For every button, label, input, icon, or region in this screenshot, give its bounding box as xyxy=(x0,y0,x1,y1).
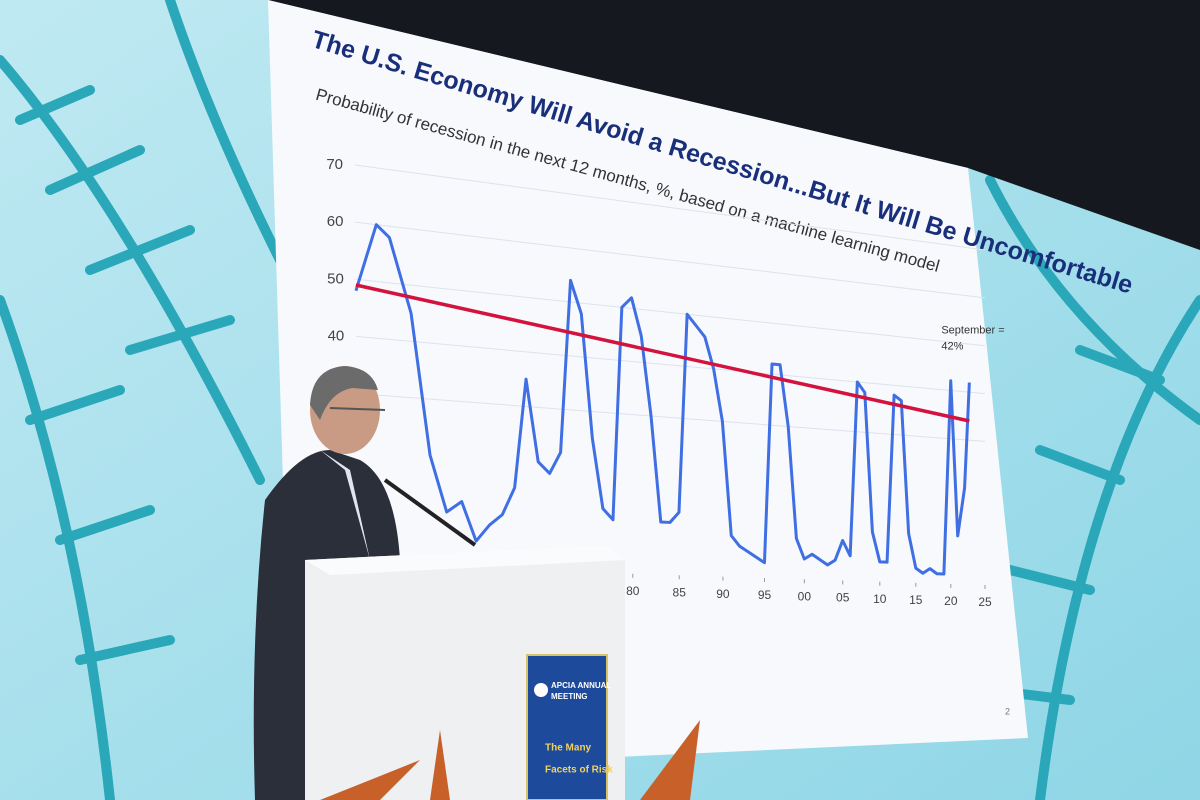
trend-line xyxy=(355,283,970,423)
x-tick-label: 10 xyxy=(873,592,887,606)
ceiling xyxy=(268,0,1200,250)
x-tick-label: 85 xyxy=(673,585,687,599)
x-tick-label: 90 xyxy=(716,587,730,601)
x-tick-label: 15 xyxy=(909,593,923,607)
flowers xyxy=(320,720,700,800)
x-tick-label: 25 xyxy=(978,595,992,609)
grid-line xyxy=(356,393,986,442)
y-tick-label: 60 xyxy=(327,213,344,230)
y-tick-label: 70 xyxy=(326,156,343,173)
x-tick-label: 00 xyxy=(798,589,812,603)
theme-line: Facets of Risk xyxy=(545,765,613,776)
event-line: MEETING xyxy=(551,692,587,701)
grid-line xyxy=(354,164,986,251)
grid-line xyxy=(356,335,986,395)
data-line xyxy=(354,223,971,576)
x-tick-label: 20 xyxy=(944,594,958,608)
grid-line xyxy=(355,278,986,347)
page-number: 2 xyxy=(1005,706,1010,716)
x-tick-label: 95 xyxy=(758,588,772,602)
annotation: September = xyxy=(941,324,1004,336)
grid-line xyxy=(355,221,986,299)
x-tick-label: 80 xyxy=(626,584,640,598)
theme-line: The Many xyxy=(545,743,592,754)
annotation: 42% xyxy=(941,340,963,352)
y-tick-label: 50 xyxy=(327,270,344,287)
podium: APCIA ANNUAL MEETING The Many Facets of … xyxy=(305,545,625,800)
event-line: APCIA ANNUAL xyxy=(551,681,611,690)
x-tick-label: 05 xyxy=(836,591,850,605)
y-tick-label: 40 xyxy=(328,327,345,344)
